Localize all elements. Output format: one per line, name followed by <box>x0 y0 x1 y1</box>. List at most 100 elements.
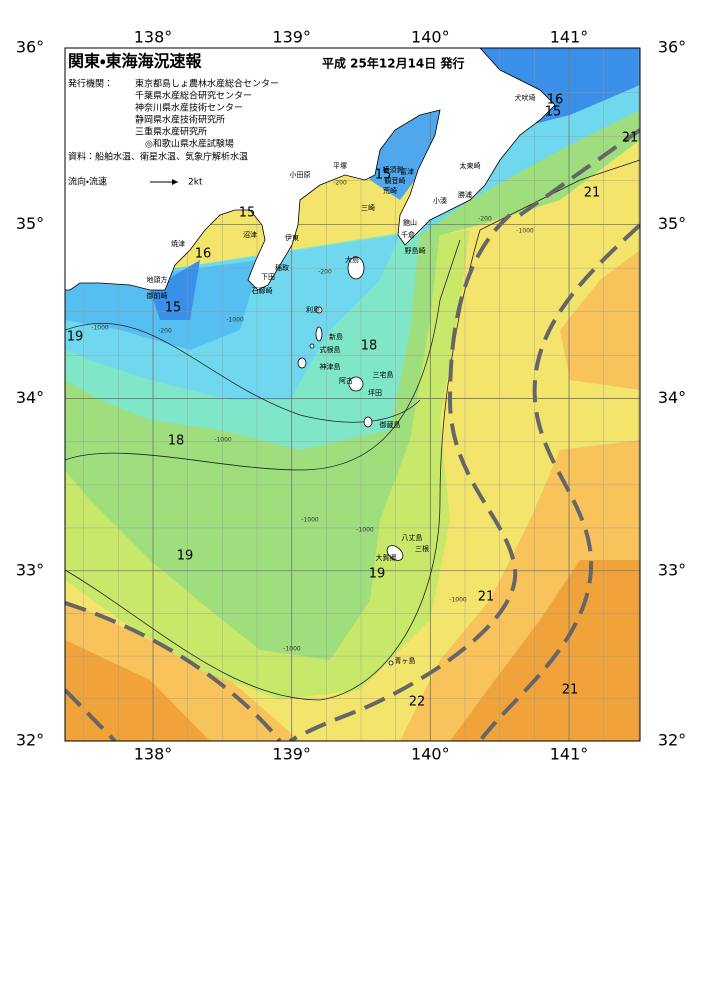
depth-label: -1000 <box>226 317 244 324</box>
current-axis <box>288 213 518 741</box>
place-name: 小湊 <box>433 196 447 205</box>
place-name: 八丈島 <box>402 533 423 542</box>
lon-label: 141° <box>550 28 589 47</box>
place-name: 坪田 <box>368 389 382 397</box>
lon-label: 138° <box>134 745 173 764</box>
depth-label: -200 <box>333 180 347 187</box>
current-legend: 流向・流速 <box>68 176 107 188</box>
isotherm-label: 15 <box>239 206 256 221</box>
place-name: 地頭方 <box>147 275 168 284</box>
isotherm-label: 15 <box>165 301 182 316</box>
title: 関東・東海海況速報 <box>68 52 202 71</box>
place-name: 三根 <box>415 544 429 553</box>
place-name: 太東崎 <box>460 161 481 170</box>
isotherm-label: 21 <box>622 131 639 146</box>
issue-date: 平成 25年12月14日 発行 <box>322 56 464 71</box>
place-name: 三崎 <box>361 203 375 212</box>
isotherm-label: 16 <box>547 93 564 108</box>
place-name: 野島崎 <box>405 246 426 255</box>
isotherm-label: 18 <box>361 339 378 354</box>
depth-label: -1000 <box>283 646 301 653</box>
place-name: 神津島 <box>320 362 341 371</box>
depth-label: -200 <box>158 328 172 335</box>
place-name: 大島 <box>345 255 359 264</box>
depth-label: -1000 <box>91 325 109 332</box>
island <box>315 306 323 314</box>
current-arrow-head <box>172 179 178 185</box>
current-axis <box>518 128 640 217</box>
island <box>347 256 365 280</box>
agencies-label: 発行機関： <box>68 78 113 90</box>
lat-label: 35° <box>16 214 44 233</box>
isotherm-label: 19 <box>369 567 386 582</box>
lat-label: 32° <box>16 731 44 750</box>
place-name: 阿古 <box>339 376 353 385</box>
place-name: 平塚 <box>333 161 347 170</box>
land <box>65 48 556 666</box>
depth-label: -200 <box>478 216 492 223</box>
sea-dark-orange <box>450 560 640 741</box>
island <box>348 376 364 392</box>
lon-label: 138° <box>134 28 173 47</box>
current-axis <box>478 223 640 741</box>
isotherm-label: 21 <box>478 590 495 605</box>
place-name: 三宅島 <box>373 370 394 379</box>
place-name: 荒崎 <box>383 186 397 195</box>
agency: 神奈川県水産技術センター <box>135 102 243 114</box>
place-name: 御蔵島 <box>380 420 401 429</box>
isotherm-label: 22 <box>409 695 426 710</box>
place-name: 横須賀 <box>383 165 404 174</box>
isotherm-label: 21 <box>584 186 601 201</box>
place-name: 利島 <box>306 305 320 314</box>
sources: 資料：船舶水温、衛星水温、気象庁解析水温 <box>68 151 248 163</box>
agency: 東京都島しょ農林水産総合センター <box>135 78 279 90</box>
agency: ◎和歌山県水産試験場 <box>145 138 234 150</box>
island <box>315 326 323 342</box>
isotherm-label: 16 <box>195 247 212 262</box>
lat-label: 33° <box>658 560 686 579</box>
lat-label: 36° <box>658 38 686 57</box>
place-name: 沼津 <box>243 230 257 239</box>
depth-label: -1000 <box>356 527 374 534</box>
place-name: 伊東 <box>285 233 299 242</box>
agency: 千葉県水産総合研究センター <box>135 90 252 102</box>
place-name: 新島 <box>329 332 343 341</box>
place-name: 下田 <box>261 273 275 281</box>
depth-label: -1000 <box>516 228 534 235</box>
island <box>388 660 394 666</box>
isotherm-label: 19 <box>177 549 194 564</box>
island <box>297 357 307 369</box>
depth-label: -1000 <box>449 597 467 604</box>
depth-label: -200 <box>318 269 332 276</box>
place-name: 青ヶ島 <box>395 656 416 665</box>
lat-label: 36° <box>16 38 44 57</box>
place-name: 館山 <box>403 218 417 227</box>
lat-label: 32° <box>658 731 686 750</box>
place-name: 式根島 <box>320 345 341 354</box>
current-unit: 2kt <box>188 178 203 188</box>
lon-label: 139° <box>272 28 311 47</box>
isotherm <box>65 239 461 471</box>
lat-label: 35° <box>658 214 686 233</box>
place-name: 稲取 <box>275 263 289 272</box>
sea-dark-orange <box>65 640 210 741</box>
island <box>386 545 404 561</box>
island <box>363 416 373 428</box>
place-name: 焼津 <box>171 239 185 248</box>
current-axis <box>65 601 282 741</box>
map-labels: 138° 138° 139° 139° 140° 140° 141° 141° 36° 36° 35… <box>16 28 686 764</box>
isotherm-label: 15 <box>545 105 562 120</box>
map-frame <box>64 47 641 742</box>
isotherm-label: 18 <box>168 434 185 449</box>
lon-label: 141° <box>550 745 589 764</box>
place-name: 大賀郷 <box>376 553 397 562</box>
kuroshio <box>65 128 640 741</box>
lat-label: 34° <box>16 388 44 407</box>
island <box>309 343 315 349</box>
place-name: 小田原 <box>290 170 311 179</box>
depth-label: -1000 <box>214 437 232 444</box>
place-name: 石廊崎 <box>252 286 273 295</box>
place-name: 千倉 <box>401 230 415 239</box>
